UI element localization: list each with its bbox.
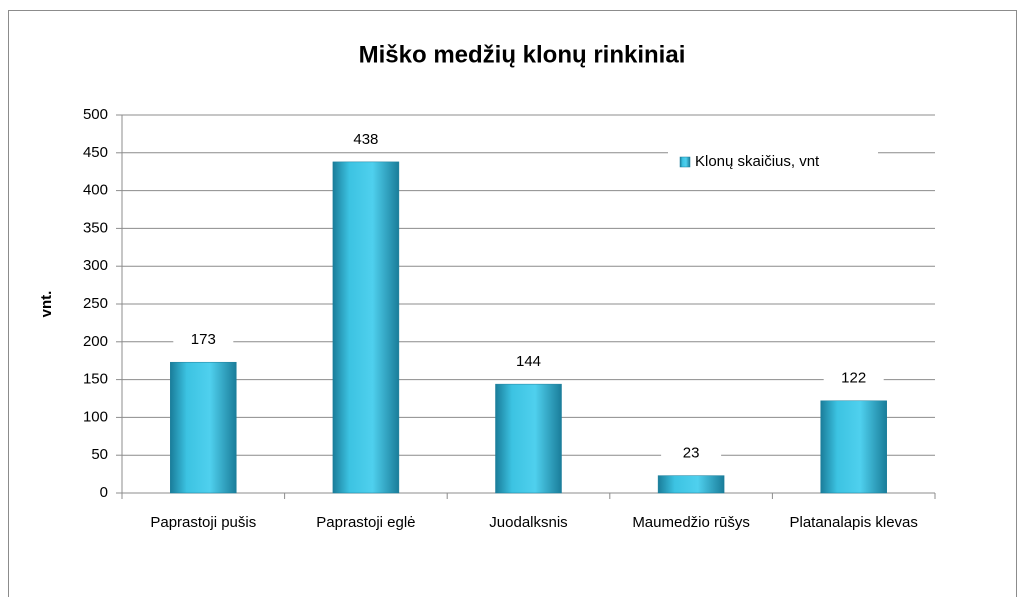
y-tick-label: 150 (83, 371, 108, 388)
value-label: 122 (841, 370, 866, 387)
y-tick-label: 400 (83, 182, 108, 199)
bar (332, 161, 400, 494)
value-label: 438 (353, 131, 378, 148)
legend-bg (668, 148, 878, 176)
value-label-bg (498, 351, 559, 374)
value-label: 173 (191, 331, 216, 348)
bar (657, 475, 725, 494)
legend-swatch (679, 156, 691, 168)
x-tick-label: Paprastoji eglė (316, 514, 415, 531)
chart-title: Miško medžių klonų rinkiniai (359, 41, 686, 68)
x-tick-label: Platanalapis klevas (789, 514, 917, 531)
x-tick-label: Maumedžio rūšys (632, 514, 750, 531)
value-label-bg (173, 329, 234, 352)
y-tick-label: 250 (83, 295, 108, 312)
y-tick-label: 300 (83, 257, 108, 274)
value-label-bg (823, 367, 884, 390)
bar (170, 361, 237, 494)
y-tick-label: 100 (83, 408, 108, 425)
y-tick-label: 50 (91, 446, 108, 463)
x-tick-label: Paprastoji pušis (150, 514, 256, 531)
value-label-bg (335, 128, 396, 151)
x-tick-label: Juodalksnis (489, 514, 567, 531)
y-tick-label: 500 (83, 106, 108, 123)
y-tick-label: 0 (100, 484, 108, 501)
y-axis-label: vnt. (38, 291, 55, 318)
legend-label: Klonų skaičius, vnt (695, 153, 820, 170)
bar (495, 383, 562, 494)
y-tick-label: 450 (83, 144, 108, 161)
y-tick-label: 200 (83, 333, 108, 350)
y-tick-label: 350 (83, 219, 108, 236)
value-label-bg (661, 442, 722, 465)
bar (820, 400, 887, 494)
value-label: 144 (516, 353, 541, 370)
value-label: 23 (683, 445, 700, 462)
